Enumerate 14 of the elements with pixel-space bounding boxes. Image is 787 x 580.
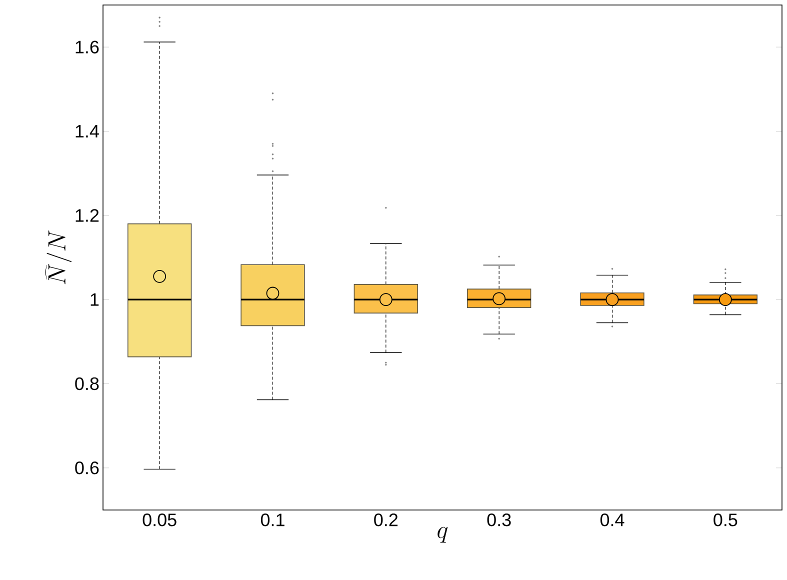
y-tick-label: 1 [90, 293, 99, 306]
y-tick-label: 1.4 [76, 125, 99, 138]
y-axis-title: $\widehat{N}/N$ [44, 230, 72, 284]
x-tick-label: 0.2 [374, 514, 398, 526]
y-tick-label: 0.6 [75, 462, 99, 474]
x-tick-label: 0.3 [487, 514, 511, 526]
x-tick-label: 0.4 [600, 514, 624, 526]
y-tick-label: 1.6 [76, 40, 99, 54]
x-tick-label: 0.05 [142, 514, 176, 526]
x-tick-label: 0.1 [260, 514, 284, 526]
y-tick-label: 1.2 [76, 209, 99, 222]
x-axis-title: $q$ [438, 526, 448, 543]
y-tick-label: 0.8 [75, 377, 99, 390]
x-tick-label: 0.5 [714, 514, 738, 526]
